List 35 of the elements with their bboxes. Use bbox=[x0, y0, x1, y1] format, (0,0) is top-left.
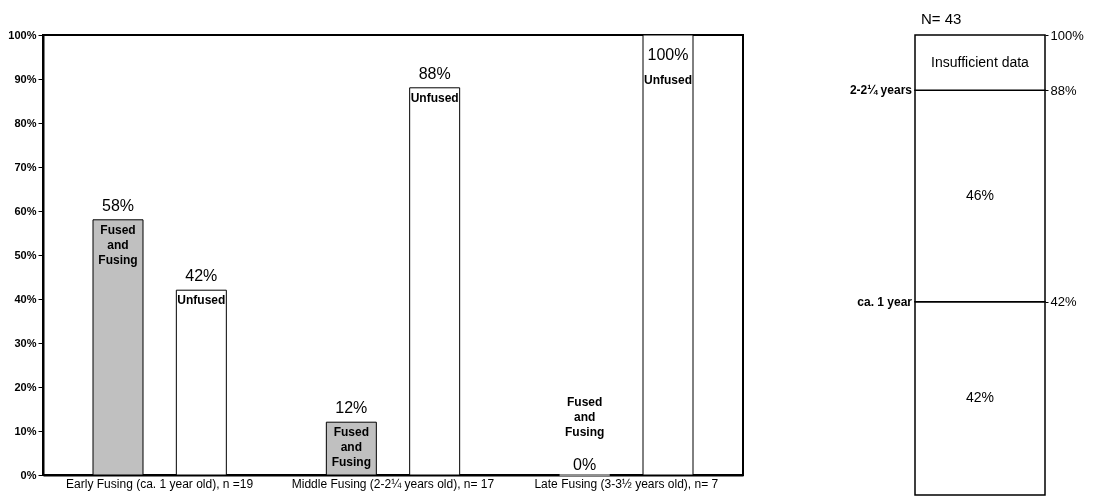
text: Fused and Fusing bbox=[565, 395, 605, 439]
y-tick-label: 100% bbox=[1050, 27, 1085, 43]
y-tick-label: 10% bbox=[14, 424, 37, 437]
series-label: Unfused bbox=[177, 293, 226, 308]
text: Unfused bbox=[410, 90, 459, 105]
y-tick-label: 30% bbox=[14, 336, 37, 349]
data-label: 42% bbox=[965, 389, 995, 406]
data-label: 12% bbox=[335, 399, 368, 417]
text: N= 43 bbox=[921, 10, 962, 27]
y-tick-label: 100% bbox=[8, 28, 37, 41]
data-label: 0% bbox=[573, 456, 597, 473]
x-tick-label: Early Fusing (ca. 1 year old), n =19 bbox=[66, 476, 254, 491]
data-label: 46% bbox=[965, 187, 995, 203]
y-tick-label: 70% bbox=[14, 160, 37, 173]
data-label: 58% bbox=[101, 196, 135, 214]
series-label: Fused and Fusing bbox=[98, 222, 138, 267]
x-tick-label: Middle Fusing (2-2¼ years old), n= 17 bbox=[291, 476, 495, 491]
y-tick-label: 50% bbox=[14, 248, 37, 261]
y-tick-label: 90% bbox=[14, 72, 37, 85]
y-tick-label: 0% bbox=[20, 468, 37, 481]
text: Fused and Fusing bbox=[331, 425, 371, 470]
text: 2-2¼ years bbox=[849, 83, 913, 98]
y-tick-label: 42% bbox=[1050, 294, 1077, 310]
y-tick-label: 60% bbox=[14, 204, 37, 217]
data-label: 88% bbox=[418, 64, 451, 82]
x-tick-label: Late Fusing (3-3½ years old), n= 7 bbox=[534, 476, 719, 491]
data-label: 100% bbox=[647, 46, 689, 63]
data-label: 42% bbox=[185, 267, 218, 285]
text: Unfused bbox=[644, 73, 692, 87]
text: ca. 1 year bbox=[857, 294, 913, 309]
data-label: Insufficient data bbox=[931, 53, 1030, 70]
y-tick-label: 80% bbox=[14, 116, 37, 129]
y-tick-label: 40% bbox=[14, 292, 37, 305]
y-tick-label: 20% bbox=[14, 380, 37, 393]
y-tick-label: 88% bbox=[1050, 82, 1077, 98]
